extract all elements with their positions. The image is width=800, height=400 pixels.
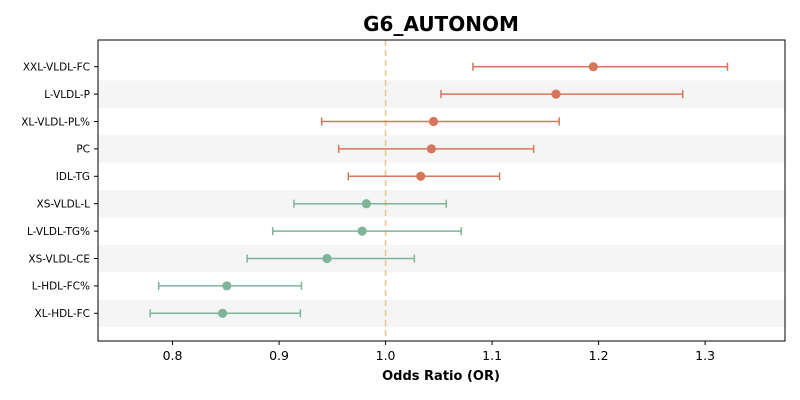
forest-row: [293, 199, 448, 209]
or-point: [416, 171, 426, 181]
forest-row: [246, 253, 416, 264]
or-point: [357, 226, 367, 236]
x-tick-label: 0.8: [163, 348, 183, 363]
plot-frame: [97, 39, 786, 342]
plot-border: [97, 39, 786, 342]
forest-row: [472, 62, 729, 72]
y-tick-label: L-HDL-FC%: [32, 281, 90, 293]
x-tick-label: 0.9: [269, 348, 289, 363]
y-tick-label: XS-VLDL-CE: [28, 253, 90, 265]
forest-row: [149, 308, 302, 318]
y-tick-label: IDL-TG: [56, 171, 90, 183]
chart-title: G6_AUTONOM: [363, 12, 519, 36]
or-point: [222, 281, 232, 291]
data-rows: [149, 62, 729, 318]
or-point: [428, 116, 439, 127]
or-point: [322, 253, 332, 264]
y-tick-label: XS-VLDL-L: [37, 199, 91, 211]
forest-row: [337, 144, 535, 154]
y-tick-label: XL-VLDL-PL%: [21, 116, 90, 128]
forest-row: [157, 281, 303, 291]
y-tick-label: XXL-VLDL-FC: [23, 62, 90, 74]
x-tick-label: 1.3: [695, 348, 715, 363]
y-tick-label: L-VLDL-TG%: [27, 226, 90, 238]
forest-row: [271, 226, 462, 236]
or-point: [588, 62, 598, 72]
y-tick-label: XL-HDL-FC: [35, 308, 90, 320]
forest-row: [320, 116, 560, 127]
forest-row: [440, 89, 684, 99]
y-tick-label: PC: [76, 144, 90, 156]
y-axis: XXL-VLDL-FC L-VLDL-P XL-VLDL-PL% PC IDL-TG XS…: [21, 62, 98, 320]
x-axis-label: Odds Ratio (OR): [382, 369, 500, 384]
or-point: [551, 89, 561, 99]
x-tick-label: 1.0: [376, 348, 396, 363]
x-axis: 0.8 0.9 1.0 1.1 1.2 1.3: [163, 341, 715, 363]
or-point: [218, 308, 228, 318]
row-band: [98, 244, 785, 273]
or-point: [361, 199, 372, 209]
y-tick-label: L-VLDL-P: [44, 89, 90, 101]
x-tick-label: 1.1: [482, 348, 502, 363]
forest-row: [347, 171, 501, 181]
or-point: [426, 144, 436, 154]
x-tick-label: 1.2: [589, 348, 609, 363]
